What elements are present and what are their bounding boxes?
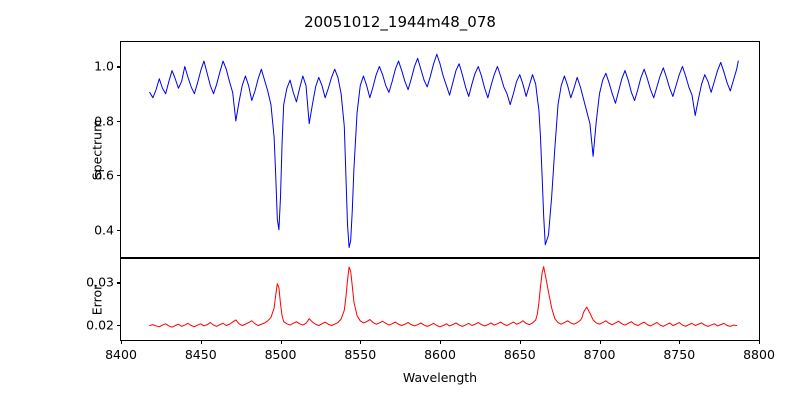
x-axis-label: Wavelength <box>402 370 478 385</box>
x-tick-label: 8650 <box>503 347 536 362</box>
spectrum-panel: 0.4 0.6 0.8 1.0 Spectrum <box>90 41 760 258</box>
y-tick-label: 0.4 <box>94 222 114 238</box>
y-tick-label: 1.0 <box>94 58 114 74</box>
x-tick-label: 8450 <box>184 347 217 362</box>
x-tick-label: 8800 <box>743 347 775 362</box>
x-tick-mark <box>121 340 123 344</box>
error-panel: 0.02 0.03 8400 8450 8500 8550 8600 8650 8700 875… <box>86 258 775 362</box>
y-tick-label: 0.8 <box>94 113 114 129</box>
page-title: 20051012_1944m48_078 <box>304 13 496 31</box>
x-tick-mark <box>679 340 681 344</box>
error-axis-label: Error <box>89 284 105 315</box>
x-tick-mark <box>280 340 282 344</box>
x-tick-label: 8600 <box>424 347 456 362</box>
x-tick-mark <box>200 340 202 344</box>
y-tick-mark <box>117 282 121 284</box>
y-tick-mark <box>117 120 121 123</box>
y-tick-label: 0.03 <box>86 274 114 290</box>
x-tick-mark <box>759 340 761 344</box>
y-tick-mark <box>117 175 121 177</box>
x-tick-label: 8550 <box>344 347 377 362</box>
y-tick-mark <box>117 325 121 327</box>
spectrum-series <box>150 54 739 247</box>
y-tick-label: 0.02 <box>86 317 114 333</box>
x-tick-mark <box>599 340 601 344</box>
spectrum-axis-label: Spectrum <box>89 119 105 180</box>
x-tick-label: 8700 <box>583 347 616 362</box>
x-tick-mark <box>519 340 521 344</box>
x-tick-mark <box>360 340 362 344</box>
x-tick-label: 8400 <box>105 347 137 362</box>
spectrum-line-plot <box>121 42 759 257</box>
error-series <box>150 267 737 328</box>
y-tick-mark <box>117 66 121 68</box>
y-tick-label: 0.6 <box>94 167 114 183</box>
x-tick-mark <box>440 340 442 344</box>
x-tick-label: 8500 <box>264 347 297 362</box>
y-tick-mark <box>117 229 121 231</box>
x-tick-label: 8750 <box>663 347 696 362</box>
error-line-plot <box>121 259 759 340</box>
